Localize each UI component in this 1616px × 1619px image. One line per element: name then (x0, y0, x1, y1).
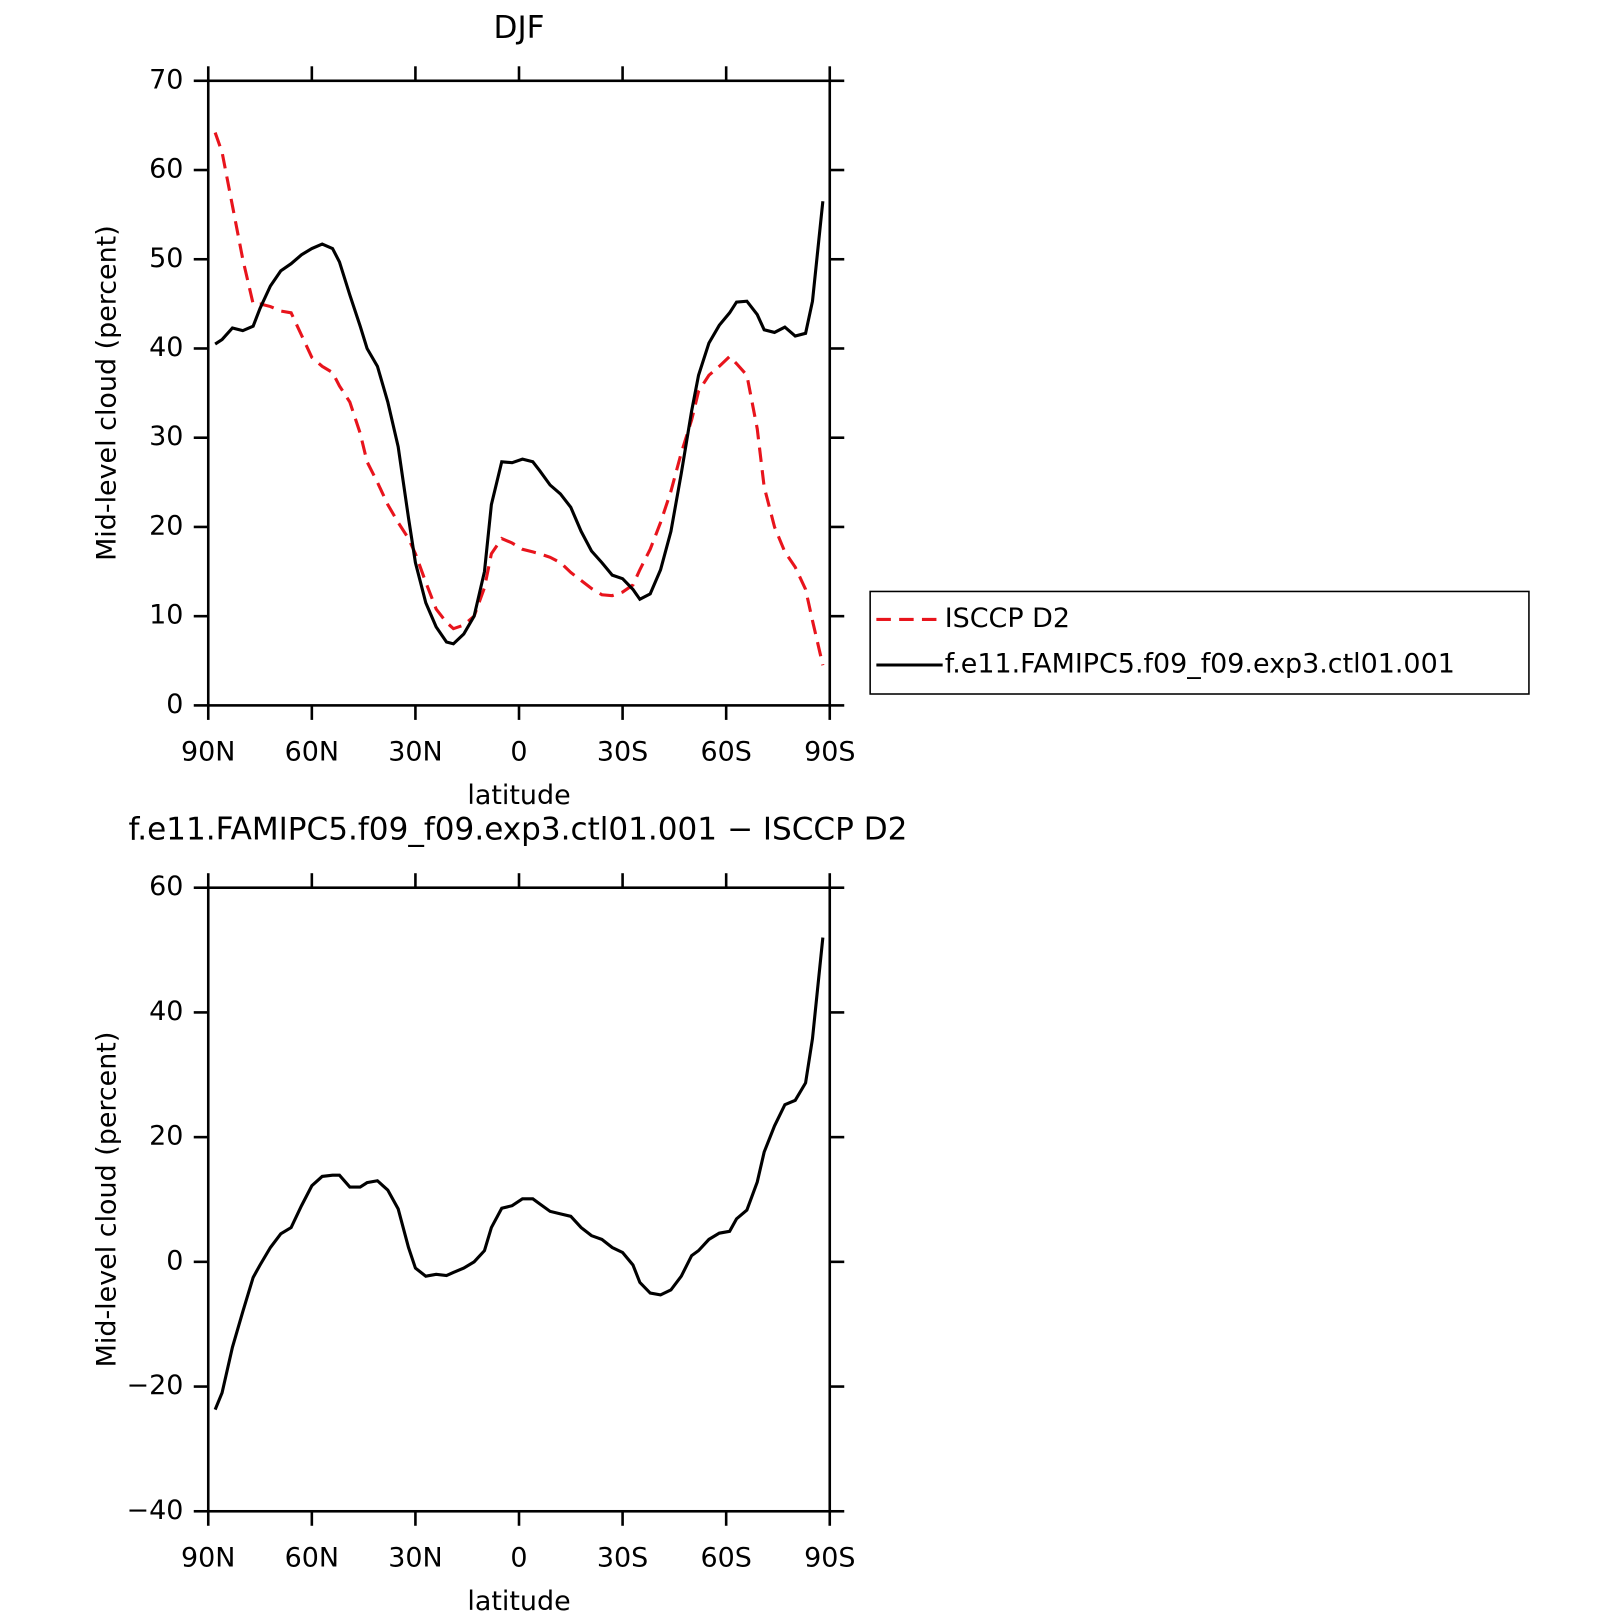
y-tick-label: 60 (149, 871, 183, 902)
legend-label: f.e11.FAMIPC5.f09_f09.exp3.ctl01.001 (945, 649, 1455, 680)
y-tick-label: 10 (149, 600, 183, 631)
y-tick-label: −40 (127, 1495, 184, 1526)
y-tick-label: 60 (149, 154, 183, 185)
y-tick-label: 70 (149, 64, 183, 95)
y-tick-label: 20 (149, 1121, 183, 1152)
y-tick-label: 0 (166, 1245, 183, 1276)
x-tick-label: 90N (181, 737, 235, 768)
legend-box (869, 590, 1530, 695)
y-axis-label: Mid-level cloud (percent) (91, 1032, 122, 1368)
y-tick-label: 0 (166, 689, 183, 720)
x-tick-label: 60S (700, 737, 751, 768)
legend-label: ISCCP D2 (945, 603, 1070, 634)
y-axis-label: Mid-level cloud (percent) (91, 225, 122, 561)
y-tick-label: −20 (127, 1370, 184, 1401)
x-tick-label: 0 (510, 737, 527, 768)
data-line (214, 201, 825, 646)
y-tick-label: 30 (149, 421, 183, 452)
x-axis-label: latitude (467, 780, 570, 811)
y-tick-label: 20 (149, 510, 183, 541)
x-tick-label: 90N (181, 1542, 235, 1573)
x-tick-label: 90S (804, 737, 855, 768)
x-tick-label: 30N (388, 1542, 442, 1573)
plot-frame (206, 79, 832, 707)
y-tick-label: 40 (149, 996, 183, 1027)
x-tick-label: 90S (804, 1542, 855, 1573)
data-line (213, 937, 825, 1411)
chart-title: DJF (494, 10, 545, 46)
x-tick-label: 0 (510, 1542, 527, 1573)
x-tick-label: 60N (285, 1542, 339, 1573)
y-tick-label: 50 (149, 243, 183, 274)
x-tick-label: 30S (597, 1542, 648, 1573)
x-tick-label: 30N (388, 737, 442, 768)
chart-title: f.e11.FAMIPC5.f09_f09.exp3.ctl01.001 − I… (129, 812, 908, 848)
x-tick-label: 60N (285, 737, 339, 768)
x-axis-label: latitude (467, 1586, 570, 1617)
x-tick-label: 60S (700, 1542, 751, 1573)
x-tick-label: 30S (597, 737, 648, 768)
data-line (213, 132, 825, 666)
y-tick-label: 40 (149, 332, 183, 363)
